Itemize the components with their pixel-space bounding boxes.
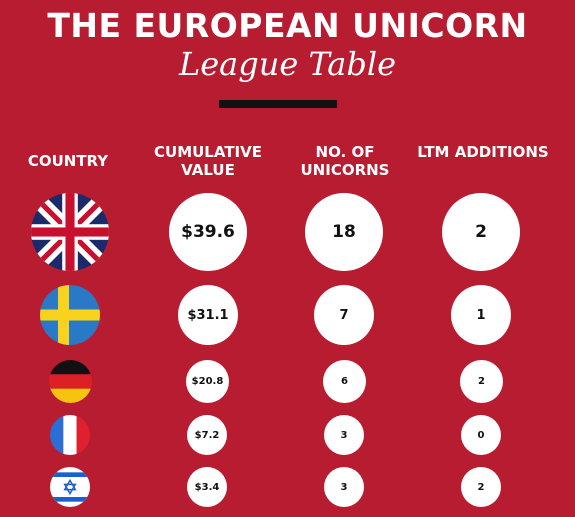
title-divider <box>219 100 337 108</box>
page-title: THE EUROPEAN UNICORN <box>47 6 528 45</box>
header-country: COUNTRY <box>27 152 109 170</box>
ltm-circle: 0 <box>461 415 501 455</box>
header-cumulative-value: CUMULATIVE VALUE <box>154 143 262 179</box>
cumulative-value-circle: $7.2 <box>187 415 227 455</box>
germany-flag-icon <box>49 360 92 403</box>
unicorns-circle: 3 <box>324 467 364 507</box>
unicorns-circle: 6 <box>323 360 366 403</box>
sweden-flag-icon <box>40 285 100 345</box>
cumulative-value-circle: $31.1 <box>178 285 238 345</box>
ltm-circle: 2 <box>461 467 501 507</box>
israel-flag-icon <box>50 467 90 507</box>
cumulative-value-circle: $39.6 <box>169 193 247 271</box>
ltm-circle: 2 <box>442 193 520 271</box>
unicorns-circle: 18 <box>305 193 383 271</box>
ltm-circle: 2 <box>460 360 503 403</box>
cumulative-value-circle: $20.8 <box>186 360 229 403</box>
cumulative-value-circle: $3.4 <box>187 467 227 507</box>
unicorns-circle: 7 <box>314 285 374 345</box>
unicorns-circle: 3 <box>324 415 364 455</box>
ltm-circle: 1 <box>451 285 511 345</box>
uk-flag-icon <box>31 193 109 271</box>
header-unicorns: NO. OF UNICORNS <box>300 143 390 179</box>
france-flag-icon <box>50 415 90 455</box>
page-subtitle: League Table <box>178 45 397 83</box>
header-ltm-additions: LTM ADDITIONS <box>417 143 549 161</box>
